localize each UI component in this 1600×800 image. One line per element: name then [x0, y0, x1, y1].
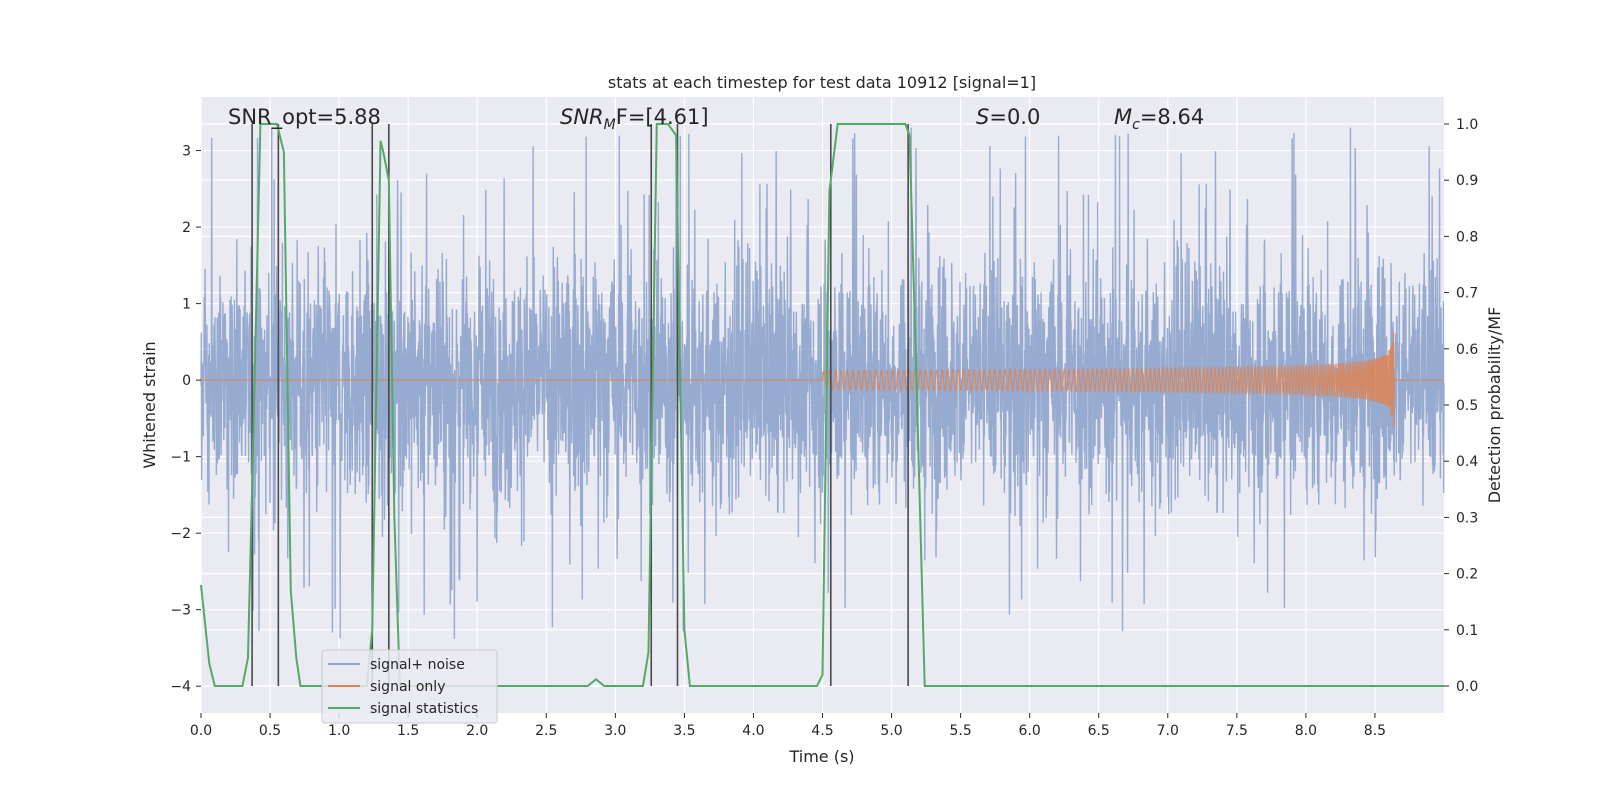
annotation-mc: Mc=8.64 [1114, 105, 1204, 133]
y-axis-ticks: −4 −3 −2 −1 0 1 2 3 [170, 144, 201, 695]
y2-tick-label: 0.2 [1456, 567, 1478, 583]
annotation-snr-mf-sub: M [604, 117, 616, 133]
y-axis-label: Whitened strain [140, 341, 159, 468]
y-tick-label: −1 [170, 450, 191, 466]
x-tick-label: 5.5 [949, 723, 971, 739]
x-tick-label: 6.5 [1088, 723, 1110, 739]
annotation-mc-rest: =8.64 [1140, 105, 1204, 129]
y2-tick-label: 0.0 [1456, 679, 1478, 695]
y2-tick-label: 0.4 [1456, 454, 1478, 470]
legend: signal+ noise signal only signal statist… [321, 649, 498, 724]
y2-tick-label: 1.0 [1456, 117, 1478, 133]
x-tick-label: 3.5 [673, 723, 695, 739]
y2-tick-label: 0.9 [1456, 173, 1478, 189]
y-tick-label: 1 [182, 297, 191, 313]
y2-axis-ticks: 0.0 0.1 0.2 0.3 0.4 0.5 0.6 0.7 0.8 0.9 1.0 [1444, 117, 1478, 695]
y-tick-label: −4 [170, 679, 191, 695]
x-tick-label: 4.0 [742, 723, 764, 739]
y2-tick-label: 0.3 [1456, 510, 1478, 526]
y2-tick-label: 0.5 [1456, 398, 1478, 414]
annotation-mc-base: M [1114, 105, 1132, 129]
x-tick-label: 2.5 [535, 723, 557, 739]
y2-axis-label: Detection probability/MF [1485, 307, 1504, 504]
annotation-snr-mf-base: SNR [560, 105, 604, 129]
chart-title: stats at each timestep for test data 109… [608, 73, 1036, 92]
annotation-snr-mf-rest: F=[4.61] [616, 105, 709, 129]
x-tick-label: 0.5 [259, 723, 281, 739]
x-axis-label: Time (s) [788, 747, 854, 766]
x-tick-label: 7.5 [1226, 723, 1248, 739]
y2-tick-label: 0.1 [1456, 623, 1478, 639]
y-tick-label: 2 [182, 220, 191, 236]
x-tick-label: 1.5 [397, 723, 419, 739]
annotation-s-base: S [976, 105, 989, 129]
x-tick-label: 5.0 [880, 723, 902, 739]
y-tick-label: 3 [182, 144, 191, 160]
x-tick-label: 6.0 [1019, 723, 1041, 739]
x-tick-label: 1.0 [328, 723, 350, 739]
x-tick-label: 2.0 [466, 723, 488, 739]
legend-label-noise: signal+ noise [370, 657, 465, 673]
noise-trace [200, 127, 1445, 639]
x-tick-label: 0.0 [190, 723, 212, 739]
annotation-snr-opt: SNR_opt=5.88 [228, 105, 381, 130]
y2-tick-label: 0.8 [1456, 229, 1478, 245]
legend-label-signal: signal only [370, 679, 445, 695]
y2-tick-label: 0.6 [1456, 342, 1478, 358]
annotation-mc-sub: c [1132, 117, 1140, 133]
y-tick-label: −3 [170, 603, 191, 619]
x-tick-label: 8.0 [1295, 723, 1317, 739]
x-tick-label: 3.0 [604, 723, 626, 739]
annotation-s: S=0.0 [976, 105, 1040, 129]
x-tick-label: 8.5 [1364, 723, 1386, 739]
legend-box [321, 649, 498, 724]
legend-label-stats: signal statistics [370, 701, 478, 717]
x-tick-label: 4.5 [811, 723, 833, 739]
x-axis-ticks: 0.0 0.5 1.0 1.5 2.0 2.5 3.0 3.5 4.0 4.5 5.0 5.5 6.0 6… [190, 713, 1386, 739]
annotation-snr-mf: SNRMF=[4.61] [560, 105, 709, 133]
signal-noise-series [200, 127, 1445, 639]
y-tick-label: −2 [170, 526, 191, 542]
x-tick-label: 7.0 [1157, 723, 1179, 739]
y-tick-label: 0 [182, 373, 191, 389]
annotation-s-rest: =0.0 [989, 105, 1040, 129]
y2-tick-label: 0.7 [1456, 286, 1478, 302]
